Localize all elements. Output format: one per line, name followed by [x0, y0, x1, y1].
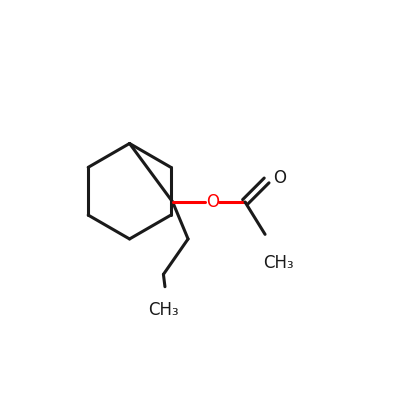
Text: O: O [273, 169, 286, 187]
Text: CH₃: CH₃ [264, 254, 294, 272]
Text: CH₃: CH₃ [148, 300, 179, 318]
Text: O: O [206, 193, 219, 211]
